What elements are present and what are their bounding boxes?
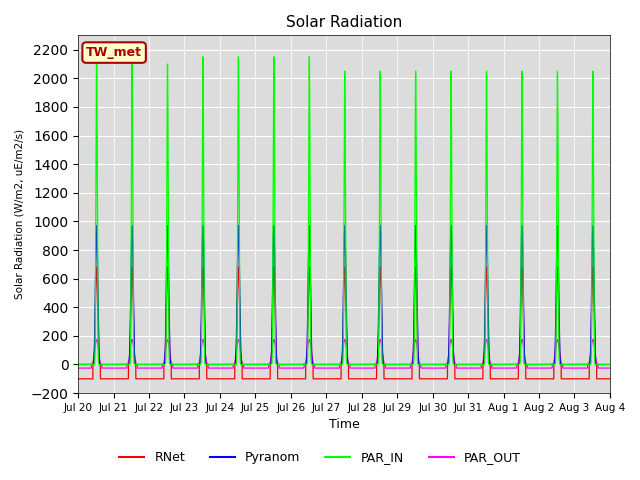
RNet [324, 376, 332, 382]
Pyranom [324, 361, 332, 367]
PAR_IN [170, 361, 178, 367]
Pyranom [605, 361, 613, 367]
PAR_OUT [493, 365, 501, 371]
PAR_OUT [324, 365, 332, 371]
PAR_OUT [463, 365, 471, 371]
PAR_IN [324, 361, 332, 367]
RNet [93, 264, 100, 270]
Line: PAR_OUT: PAR_OUT [78, 339, 610, 368]
RNet [170, 376, 178, 382]
Line: PAR_IN: PAR_IN [78, 49, 610, 364]
PAR_IN [434, 361, 442, 367]
PAR_IN [605, 361, 613, 367]
Text: TW_met: TW_met [86, 46, 142, 59]
Pyranom [434, 361, 442, 367]
PAR_OUT [74, 365, 82, 371]
Line: RNet: RNet [78, 267, 610, 379]
PAR_OUT [605, 365, 613, 371]
Pyranom [170, 361, 178, 367]
Pyranom [606, 361, 614, 367]
Line: Pyranom: Pyranom [78, 226, 610, 364]
PAR_IN [463, 361, 471, 367]
PAR_OUT [93, 336, 100, 342]
Legend: RNet, Pyranom, PAR_IN, PAR_OUT: RNet, Pyranom, PAR_IN, PAR_OUT [115, 446, 525, 469]
RNet [434, 376, 442, 382]
X-axis label: Time: Time [328, 419, 360, 432]
PAR_IN [493, 361, 501, 367]
Y-axis label: Solar Radiation (W/m2, uE/m2/s): Solar Radiation (W/m2, uE/m2/s) [15, 129, 25, 300]
RNet [74, 376, 82, 382]
RNet [606, 376, 614, 382]
PAR_OUT [606, 365, 614, 371]
PAR_IN [74, 361, 82, 367]
PAR_IN [606, 361, 614, 367]
RNet [605, 376, 613, 382]
Pyranom [74, 361, 82, 367]
Pyranom [493, 361, 501, 367]
PAR_OUT [434, 365, 442, 371]
Pyranom [93, 223, 100, 228]
RNet [493, 376, 501, 382]
PAR_OUT [170, 365, 178, 371]
Title: Solar Radiation: Solar Radiation [286, 15, 402, 30]
RNet [463, 376, 471, 382]
PAR_IN [93, 47, 100, 52]
Pyranom [463, 361, 471, 367]
